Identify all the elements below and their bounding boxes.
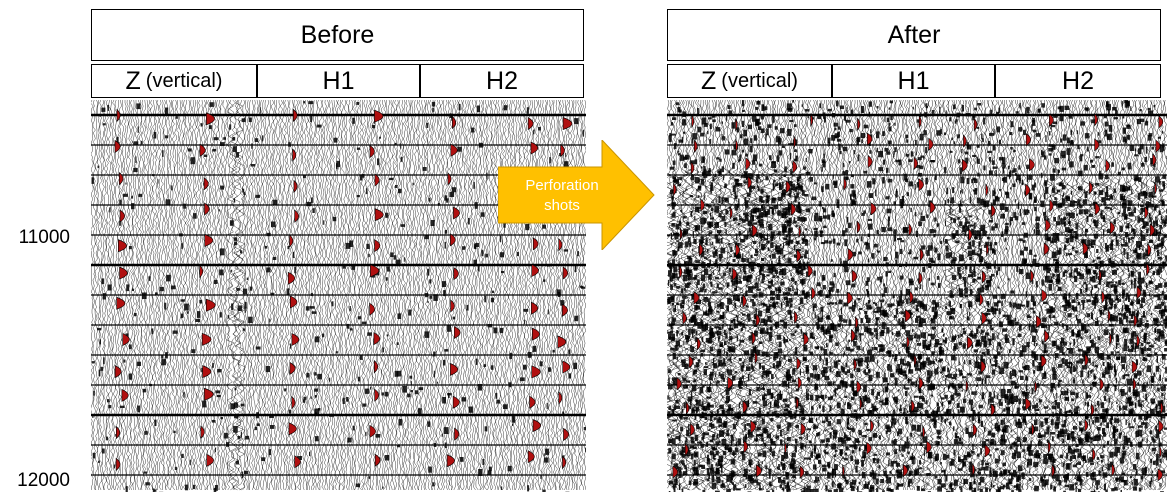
before-h2-header: H2	[420, 64, 584, 98]
arrow-label-line1: Perforation	[525, 177, 599, 194]
before-h1-label: H1	[322, 66, 355, 95]
red-wavelet-fills	[672, 112, 1164, 482]
before-seismic-gather	[91, 100, 586, 492]
after-h1-header: H1	[832, 64, 995, 98]
after-z-sublabel: (vertical)	[721, 69, 798, 92]
before-z-header: Z (vertical)	[91, 64, 257, 98]
arrow-label-line2: shots	[544, 197, 580, 214]
after-z-label: Z	[701, 66, 717, 95]
after-h2-label: H2	[1062, 66, 1094, 95]
depth-label-upper: 11000	[18, 227, 70, 248]
arrow-label: Perforation shots	[498, 176, 626, 216]
timing-lines	[667, 113, 1167, 476]
after-h2-header: H2	[995, 64, 1161, 98]
before-z-label: Z	[125, 66, 141, 95]
before-title-box: Before	[91, 9, 584, 61]
perforation-arrow: Perforation shots	[497, 138, 658, 252]
red-wavelet-fills	[114, 108, 573, 471]
after-seismic-gather	[667, 100, 1167, 492]
after-z-header: Z (vertical)	[667, 64, 832, 98]
after-title: After	[887, 20, 941, 49]
before-h1-header: H1	[257, 64, 420, 98]
noise-blobs	[91, 101, 586, 492]
before-z-sublabel: (vertical)	[145, 69, 223, 92]
after-title-box: After	[667, 9, 1161, 61]
arrow-shape-icon	[497, 138, 655, 252]
timing-lines	[91, 113, 586, 476]
before-title: Before	[300, 20, 375, 49]
depth-label-lower: 12000	[17, 470, 70, 491]
after-h1-label: H1	[897, 66, 930, 95]
noise-blobs	[667, 100, 1167, 492]
before-h2-label: H2	[486, 66, 518, 95]
